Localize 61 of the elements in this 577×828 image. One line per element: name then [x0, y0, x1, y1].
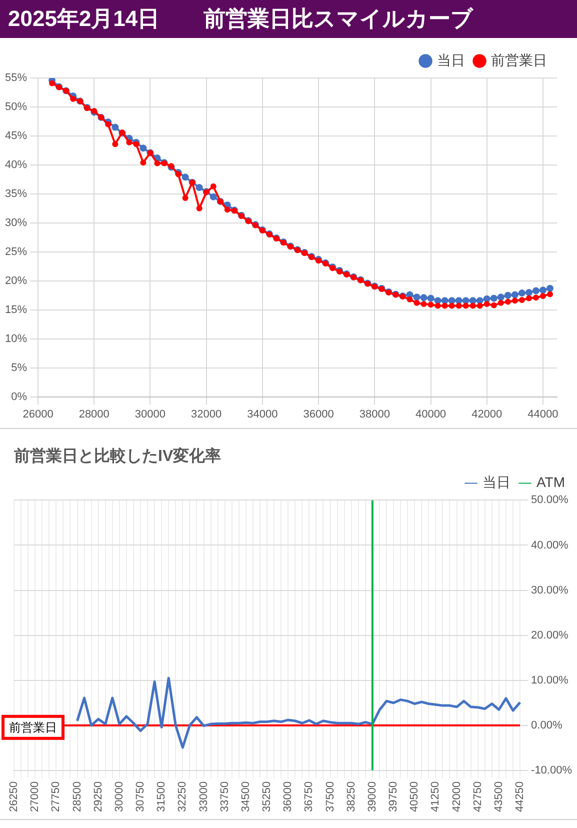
- x-tick-label: 42000: [472, 408, 502, 420]
- x-tick-label: 36000: [303, 408, 334, 420]
- x-tick-label: 28500: [71, 781, 84, 812]
- y-tick-label: 5%: [11, 362, 28, 374]
- x-tick-label: 33750: [218, 781, 231, 812]
- x-tick-label: 29250: [92, 781, 104, 812]
- y2-tick-label: 40.00%: [531, 539, 569, 552]
- x-tick-label: 27000: [29, 781, 42, 812]
- x-tick-label: 26250: [8, 781, 20, 812]
- x-tick-label: 35250: [261, 781, 274, 812]
- chart-title: 2025年2月14日 前営業日比スマイルカーブ: [0, 0, 577, 38]
- y-tick-label: 0%: [11, 390, 28, 403]
- y-tick-label: 15%: [4, 304, 28, 316]
- x-tick-label: 27750: [50, 781, 62, 812]
- x-tick-label: 39000: [366, 781, 378, 812]
- chart-title: 前営業日と比較したIV変化率: [13, 446, 222, 466]
- x-tick-label: 39750: [388, 781, 400, 812]
- y2-tick-label: 0.00%: [531, 719, 562, 732]
- y-tick-label: 55%: [4, 72, 28, 84]
- x-tick-label: 32250: [176, 781, 189, 812]
- y-tick-label: 30%: [4, 216, 28, 229]
- y-tick-label: 35%: [4, 188, 28, 200]
- y2-tick-label: -10.00%: [531, 764, 572, 776]
- x-tick-label: 30000: [113, 781, 126, 812]
- x-tick-label: 36000: [282, 781, 294, 812]
- x-tick-label: 30750: [134, 781, 147, 812]
- y-tick-label: 40%: [4, 158, 28, 171]
- x-tick-label: 38250: [345, 781, 358, 812]
- x-tick-label: 30000: [134, 408, 166, 420]
- y2-tick-label: 30.00%: [531, 584, 569, 596]
- y-tick-label: 50%: [4, 101, 28, 114]
- x-tick-label: 31500: [156, 781, 168, 812]
- x-tick-label: 34500: [240, 781, 252, 812]
- x-tick-label: 41250: [430, 781, 442, 812]
- x-tick-label: 44000: [528, 408, 558, 420]
- ref-line-label: 前営業日: [9, 720, 57, 735]
- x-tick-label: 38000: [359, 408, 390, 420]
- x-tick-label: 40500: [408, 781, 421, 812]
- x-tick-label: 33000: [198, 781, 210, 812]
- legend-label: 前営業日: [491, 52, 547, 68]
- x-tick-label: 42000: [450, 781, 463, 812]
- y-tick-label: 10%: [4, 332, 28, 345]
- y2-tick-label: 20.00%: [531, 629, 569, 642]
- x-tick-label: 34000: [247, 408, 278, 420]
- legend-label: ATM: [536, 474, 566, 490]
- y-tick-label: 20%: [4, 274, 28, 287]
- x-tick-label: 36750: [303, 781, 316, 812]
- y-tick-label: 25%: [4, 246, 28, 258]
- x-tick-label: 44250: [514, 781, 526, 812]
- x-tick-label: 26000: [22, 408, 54, 420]
- x-tick-label: 37500: [324, 781, 336, 812]
- x-tick-label: 40000: [415, 408, 446, 420]
- y2-tick-label: 50.00%: [531, 494, 569, 506]
- y-tick-label: 45%: [4, 130, 28, 142]
- legend-label: 当日: [437, 52, 465, 68]
- y2-tick-label: 10.00%: [531, 674, 569, 686]
- x-tick-label: 28000: [78, 408, 110, 420]
- x-tick-label: 43500: [492, 781, 505, 812]
- x-tick-label: 42750: [472, 781, 484, 812]
- x-tick-label: 32000: [191, 408, 222, 420]
- legend-label: 当日: [482, 474, 510, 490]
